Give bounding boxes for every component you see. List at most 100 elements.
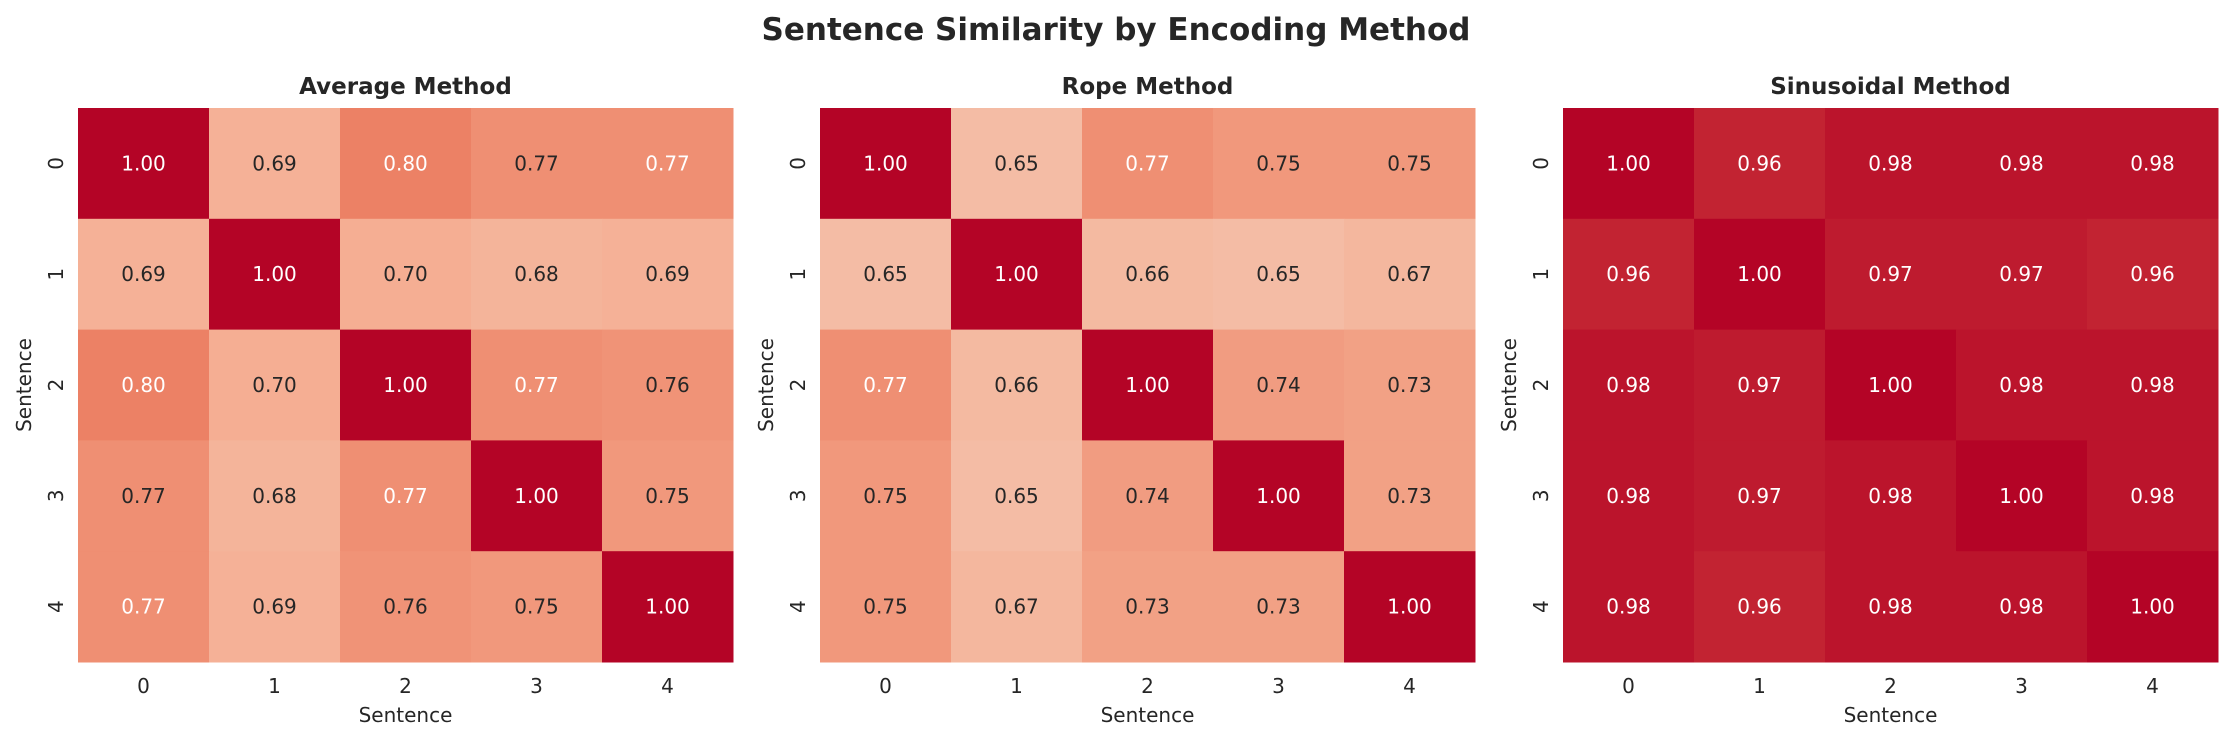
y-tick-label: 4 <box>786 600 810 613</box>
heatmap-cell <box>1694 551 1826 663</box>
heatmap-cell <box>1082 329 1214 441</box>
x-tick-label: 1 <box>1010 674 1023 698</box>
heatmap-cell <box>1344 108 1476 220</box>
cell-annotation: 0.65 <box>1256 262 1301 286</box>
heatmap-cell <box>1563 108 1695 220</box>
y-tick-label: 0 <box>1529 157 1553 170</box>
cell-annotation: 0.68 <box>252 484 297 508</box>
cell-annotation: 1.00 <box>1737 262 1782 286</box>
heatmap-cell <box>78 329 210 441</box>
heatmap-cell <box>2087 440 2219 552</box>
cell-annotation: 0.96 <box>1737 151 1782 175</box>
y-axis-label: Sentence <box>12 338 36 432</box>
heatmap-cell <box>340 108 472 220</box>
cell-annotation: 0.75 <box>1256 151 1301 175</box>
heatmap-cell <box>1344 440 1476 552</box>
heatmap-cell <box>1825 108 1957 220</box>
cell-annotation: 0.65 <box>994 151 1039 175</box>
cell-annotation: 0.70 <box>383 262 428 286</box>
x-tick-label: 3 <box>530 674 543 698</box>
cell-annotation: 0.77 <box>383 484 428 508</box>
heatmap-cell <box>951 218 1083 331</box>
heatmap-cell <box>1213 108 1345 220</box>
cell-annotation: 0.97 <box>1737 484 1782 508</box>
heatmap-panel: Sinusoidal Method 1.00 0.96 0.98 0.98 0.98 0.9… <box>1497 74 2219 727</box>
heatmap-cell <box>820 329 952 441</box>
cell-annotation: 0.77 <box>121 484 166 508</box>
cell-annotation: 1.00 <box>2130 595 2175 619</box>
heatmap-cell <box>1344 218 1476 331</box>
cell-annotation: 0.73 <box>1387 484 1432 508</box>
cell-annotation: 0.75 <box>863 595 908 619</box>
x-tick-label: 4 <box>661 674 674 698</box>
y-tick-label: 4 <box>1529 600 1553 613</box>
heatmap-cell <box>78 108 210 220</box>
y-tick-label: 0 <box>786 157 810 170</box>
y-tick-label: 3 <box>1529 489 1553 502</box>
x-tick-label: 2 <box>1884 674 1897 698</box>
heatmap-cell <box>602 108 734 220</box>
x-tick-label: 4 <box>2146 674 2159 698</box>
heatmap-cell <box>340 329 472 441</box>
heatmap-cell <box>1563 551 1695 663</box>
heatmap-cell <box>471 440 603 552</box>
y-axis-label: Sentence <box>754 338 778 432</box>
cell-annotation: 1.00 <box>1606 151 1651 175</box>
cell-annotation: 0.98 <box>2130 151 2175 175</box>
x-axis-label: Sentence <box>359 703 453 727</box>
x-tick-label: 0 <box>137 674 150 698</box>
cell-annotation: 0.76 <box>645 373 690 397</box>
cell-annotation: 1.00 <box>383 373 428 397</box>
heatmap-cell <box>602 440 734 552</box>
heatmap-cell <box>602 551 734 663</box>
y-tick-label: 1 <box>786 268 810 281</box>
heatmap-cell <box>2087 329 2219 441</box>
y-axis-label: Sentence <box>1497 338 1521 432</box>
figure-title: Sentence Similarity by Encoding Method <box>762 12 1471 48</box>
heatmap-panel: Average Method 1.00 0.69 0.80 0.77 0.77 0.69 1.… <box>12 74 734 727</box>
x-tick-label: 3 <box>1272 674 1285 698</box>
cell-annotation: 1.00 <box>121 151 166 175</box>
cell-annotation: 0.75 <box>863 484 908 508</box>
cell-annotation: 0.73 <box>1387 373 1432 397</box>
panel-title: Sinusoidal Method <box>1770 74 2011 100</box>
heatmap-cell <box>820 108 952 220</box>
cell-annotation: 0.97 <box>1999 262 2044 286</box>
cell-annotation: 0.69 <box>252 151 297 175</box>
panel-title: Average Method <box>299 74 512 100</box>
cell-annotation: 0.77 <box>1125 151 1170 175</box>
cell-annotation: 0.98 <box>1868 595 1913 619</box>
y-tick-label: 2 <box>1529 379 1553 392</box>
heatmap-cell <box>1082 551 1214 663</box>
cell-annotation: 0.69 <box>645 262 690 286</box>
heatmap-cell <box>1213 440 1345 552</box>
cell-annotation: 0.67 <box>1387 262 1432 286</box>
cell-annotation: 0.98 <box>1606 484 1651 508</box>
y-tick-label: 0 <box>44 157 68 170</box>
y-tick-label: 1 <box>1529 268 1553 281</box>
cell-annotation: 0.76 <box>383 595 428 619</box>
heatmap-cell <box>209 108 341 220</box>
cell-annotation: 0.73 <box>1256 595 1301 619</box>
cell-annotation: 0.66 <box>994 373 1039 397</box>
heatmap-cell <box>1344 329 1476 441</box>
heatmap-cell <box>1956 329 2088 441</box>
cell-annotation: 0.96 <box>2130 262 2175 286</box>
cell-annotation: 1.00 <box>1999 484 2044 508</box>
heatmap-cell <box>209 440 341 552</box>
cell-annotation: 0.96 <box>1606 262 1651 286</box>
heatmap-cell <box>951 108 1083 220</box>
heatmap-cell <box>2087 108 2219 220</box>
cell-annotation: 0.80 <box>121 373 166 397</box>
x-tick-label: 2 <box>1141 674 1154 698</box>
heatmap-cell <box>951 329 1083 441</box>
cell-annotation: 0.98 <box>1999 151 2044 175</box>
heatmap-cell <box>820 440 952 552</box>
cell-annotation: 0.69 <box>121 262 166 286</box>
cell-annotation: 0.75 <box>1387 151 1432 175</box>
heatmap-cell <box>340 551 472 663</box>
heatmap-panel: Rope Method 1.00 0.65 0.77 0.75 0.75 0.65 1.00 0… <box>754 74 1476 727</box>
cell-annotation: 0.65 <box>994 484 1039 508</box>
heatmap-cell <box>602 218 734 331</box>
